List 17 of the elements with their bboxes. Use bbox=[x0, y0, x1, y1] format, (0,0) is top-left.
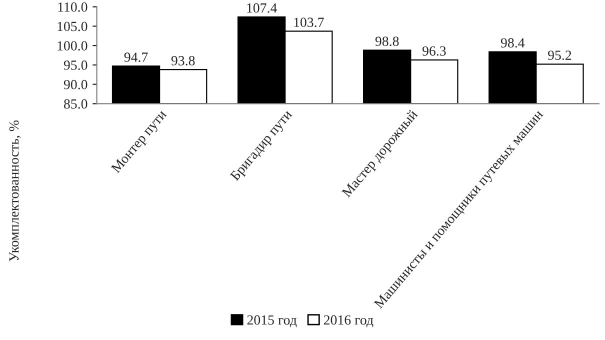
legend-label: 2016 год bbox=[324, 315, 374, 328]
y-tick-label: 95.0 bbox=[64, 60, 88, 70]
y-axis-title: Укомплектованность, % bbox=[9, 120, 21, 262]
y-tick-label: 105.0 bbox=[58, 22, 88, 32]
data-label: 96.3 bbox=[422, 46, 446, 56]
data-label: 95.2 bbox=[548, 50, 572, 60]
y-tick-label: 100.0 bbox=[58, 41, 88, 51]
y-tick-label: 110.0 bbox=[58, 2, 88, 12]
y-tick-label: 90.0 bbox=[64, 80, 88, 90]
data-label: 94.7 bbox=[124, 52, 148, 62]
data-label: 93.8 bbox=[171, 56, 195, 66]
legend-label: 2015 год bbox=[247, 315, 297, 328]
data-label: 107.4 bbox=[247, 3, 277, 13]
data-label: 98.8 bbox=[375, 36, 399, 46]
y-tick-label: 85.0 bbox=[64, 99, 88, 109]
data-label: 98.4 bbox=[500, 38, 525, 48]
data-label: 103.7 bbox=[294, 18, 324, 28]
